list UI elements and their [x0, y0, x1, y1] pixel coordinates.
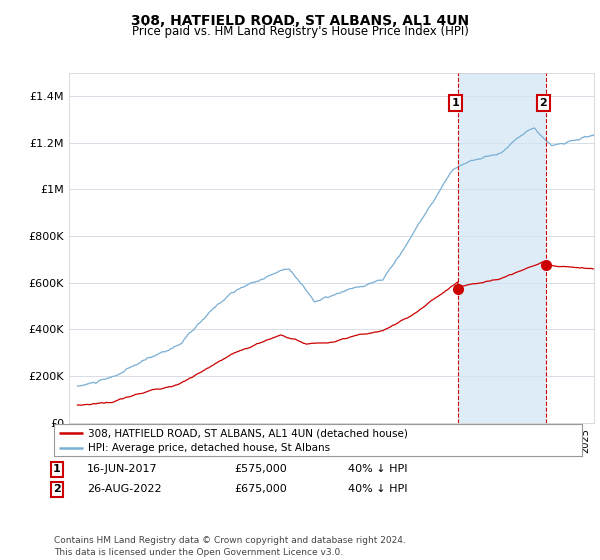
Text: 2: 2 [539, 98, 547, 108]
Text: 40% ↓ HPI: 40% ↓ HPI [348, 484, 407, 494]
Text: 26-AUG-2022: 26-AUG-2022 [87, 484, 161, 494]
Text: 1: 1 [451, 98, 459, 108]
Text: £575,000: £575,000 [234, 464, 287, 474]
Text: 2: 2 [53, 484, 61, 494]
Text: 1: 1 [53, 464, 61, 474]
Text: £675,000: £675,000 [234, 484, 287, 494]
Text: 308, HATFIELD ROAD, ST ALBANS, AL1 4UN (detached house): 308, HATFIELD ROAD, ST ALBANS, AL1 4UN (… [88, 428, 408, 438]
Text: 40% ↓ HPI: 40% ↓ HPI [348, 464, 407, 474]
Text: Price paid vs. HM Land Registry's House Price Index (HPI): Price paid vs. HM Land Registry's House … [131, 25, 469, 38]
Text: HPI: Average price, detached house, St Albans: HPI: Average price, detached house, St A… [88, 444, 331, 453]
Bar [458, 73, 546, 423]
Text: Contains HM Land Registry data © Crown copyright and database right 2024.
This d: Contains HM Land Registry data © Crown c… [54, 536, 406, 557]
Text: 308, HATFIELD ROAD, ST ALBANS, AL1 4UN: 308, HATFIELD ROAD, ST ALBANS, AL1 4UN [131, 14, 469, 28]
Text: 16-JUN-2017: 16-JUN-2017 [87, 464, 158, 474]
